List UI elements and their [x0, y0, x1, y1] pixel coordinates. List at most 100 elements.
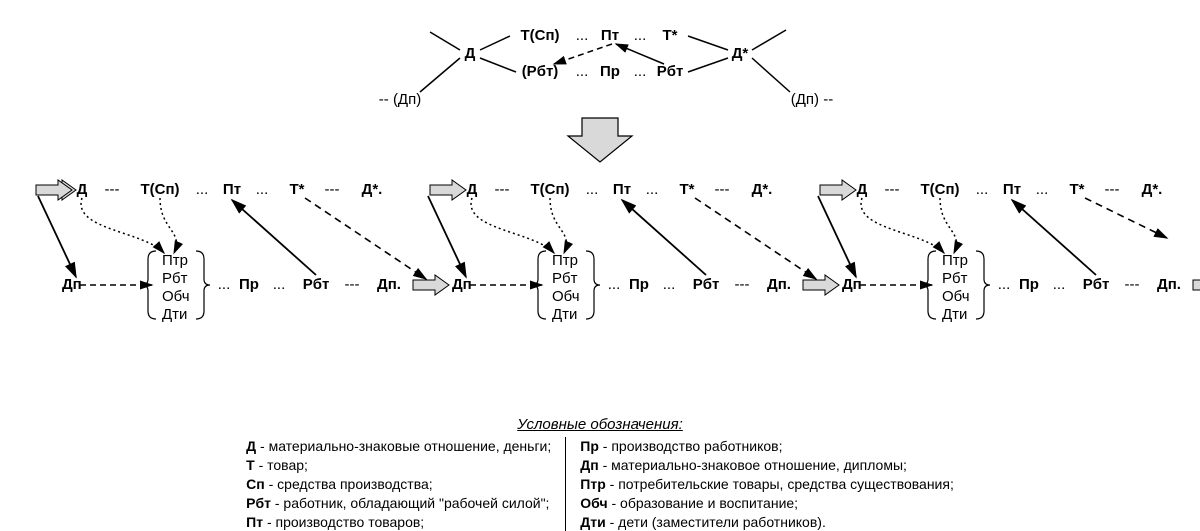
edge [232, 200, 316, 275]
edge [616, 44, 664, 64]
label: Дти [552, 306, 577, 323]
legend: Условные обозначения: Д - материально-зн… [0, 416, 1200, 531]
label: Обч [552, 288, 580, 305]
label: --- [735, 276, 750, 293]
block-arrow [1193, 275, 1200, 295]
label: Т(Сп) [140, 181, 179, 198]
label: Пр [629, 276, 649, 293]
edge [430, 32, 460, 50]
brace-right [196, 251, 210, 319]
label: Пт [613, 181, 631, 198]
label: ... [608, 276, 621, 293]
dotted-edge [940, 198, 956, 253]
label: --- [105, 181, 120, 198]
edge [420, 58, 460, 92]
diagram-canvas: Т(Сп)...Пт...Т*(Рбт)...Пр...РбтД-- (Дп)Д… [0, 0, 1200, 410]
label: ... [576, 27, 589, 44]
label: ... [576, 63, 589, 80]
label: Дти [162, 306, 187, 323]
label: Т(Сп) [520, 27, 559, 44]
label: Т* [663, 27, 678, 44]
legend-item: Т - товар; [246, 456, 551, 475]
edge [1085, 198, 1167, 238]
legend-item: Обч - образование и воспитание; [580, 494, 954, 513]
label: Дп [452, 276, 472, 293]
label: --- [715, 181, 730, 198]
label: Дти [942, 306, 967, 323]
label: Обч [942, 288, 970, 305]
label: --- [495, 181, 510, 198]
label: Рбт [303, 276, 330, 293]
block-arrow [820, 180, 856, 200]
label: Д [467, 181, 478, 198]
label: Птр [942, 252, 968, 269]
edge [818, 196, 856, 277]
edge [622, 200, 706, 275]
dotted-edge [160, 198, 176, 253]
edge [428, 196, 466, 277]
legend-item: Д - материально-знаковые отношение, день… [246, 437, 551, 456]
label: ... [998, 276, 1011, 293]
label: Пт [601, 27, 619, 44]
label: Дп. [767, 276, 791, 293]
brace-right [586, 251, 600, 319]
edge [752, 58, 790, 92]
edge [752, 30, 786, 50]
label: ... [976, 181, 989, 198]
label: Рбт [693, 276, 720, 293]
label: Птр [162, 252, 188, 269]
dotted-edge [550, 198, 566, 253]
label: ... [256, 181, 269, 198]
edge [480, 58, 516, 72]
label: Птр [552, 252, 578, 269]
label: Д* [732, 45, 749, 62]
legend-item: Пт - производство товаров; [246, 513, 551, 531]
label: --- [1125, 276, 1140, 293]
label: Пт [1003, 181, 1021, 198]
block-arrow [430, 180, 466, 200]
label: Т(Сп) [920, 181, 959, 198]
label: Рбт [162, 270, 188, 287]
big-down-arrow [568, 118, 632, 162]
edge [688, 58, 728, 72]
edge [1012, 200, 1096, 275]
legend-item: Рбт - работник, обладающий "рабочей сило… [246, 494, 551, 513]
label: Рбт [552, 270, 578, 287]
label: Дп. [1157, 276, 1181, 293]
label: ... [273, 276, 286, 293]
label: Дп [62, 276, 82, 293]
label: Дп [842, 276, 862, 293]
block-arrow [413, 275, 449, 295]
label: Рбт [657, 63, 684, 80]
label: Д [465, 45, 476, 62]
edge [688, 36, 728, 50]
label: Пт [223, 181, 241, 198]
label: Д*. [1142, 181, 1163, 198]
edge [38, 196, 76, 277]
label: ... [1053, 276, 1066, 293]
label: ... [646, 181, 659, 198]
edge [695, 198, 816, 279]
legend-item: Дп - материально-знаковое отношение, дип… [580, 456, 954, 475]
label: Т* [680, 181, 695, 198]
dotted-edge [81, 198, 164, 253]
label: Пр [600, 63, 620, 80]
label: -- (Дп) [379, 91, 421, 108]
label: Обч [162, 288, 190, 305]
label: Д [77, 181, 88, 198]
edge [305, 198, 426, 279]
label: (Дп) -- [791, 91, 833, 108]
label: Пр [1019, 276, 1039, 293]
label: ... [634, 63, 647, 80]
brace-right [976, 251, 990, 319]
legend-col-right: Пр - производство работников;Дп - матери… [566, 437, 968, 531]
legend-col-left: Д - материально-знаковые отношение, день… [232, 437, 565, 531]
label: ... [1036, 181, 1049, 198]
label: --- [885, 181, 900, 198]
label: Т* [1070, 181, 1085, 198]
label: ... [663, 276, 676, 293]
label: Т(Сп) [530, 181, 569, 198]
dotted-edge [861, 198, 944, 253]
block-arrow [803, 275, 839, 295]
label: ... [634, 27, 647, 44]
